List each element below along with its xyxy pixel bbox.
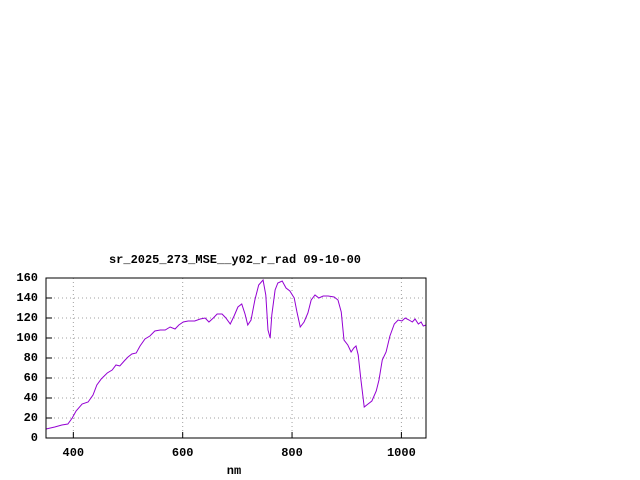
x-tick-label: 400	[63, 446, 85, 460]
data-line	[45, 278, 427, 430]
y-tick-label: 120	[16, 311, 38, 325]
y-tick-label: 20	[24, 411, 38, 425]
y-tick-label: 160	[16, 271, 38, 285]
y-tick-label: 40	[24, 391, 38, 405]
x-tick-label: 600	[172, 446, 194, 460]
y-tick-label: 0	[31, 431, 38, 445]
y-tick-label: 100	[16, 331, 38, 345]
y-tick-label: 60	[24, 371, 38, 385]
plot-border	[45, 277, 427, 439]
x-tick-label: 1000	[387, 446, 416, 460]
y-tick-label: 140	[16, 291, 38, 305]
x-axis-label: nm	[227, 464, 241, 478]
x-tick-label: 800	[281, 446, 303, 460]
chart-title: sr_2025_273_MSE__y02_r_rad 09-10-00	[109, 253, 361, 267]
y-tick-label: 80	[24, 351, 38, 365]
